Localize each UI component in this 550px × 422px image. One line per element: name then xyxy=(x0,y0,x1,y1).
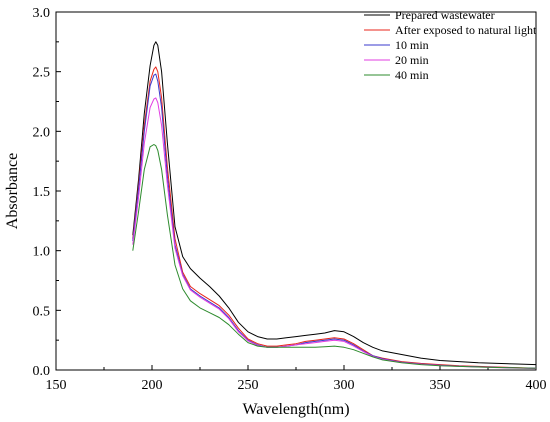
x-axis-ticks: 150 200 250 300 350 400 xyxy=(46,365,547,393)
legend-label: After exposed to natural light xyxy=(395,23,537,37)
x-tick-label: 400 xyxy=(526,378,547,393)
x-tick-label: 300 xyxy=(334,378,355,393)
legend-label: Prepared wastewater xyxy=(395,8,495,22)
y-tick-label: 0.0 xyxy=(33,364,51,379)
y-tick-label: 0.5 xyxy=(33,304,51,319)
series-line-4 xyxy=(132,144,537,369)
y-tick-label: 2.0 xyxy=(33,125,51,140)
y-axis-label: Absorbance xyxy=(4,153,21,229)
y-tick-label: 3.0 xyxy=(33,6,51,21)
y-axis-ticks: 0.0 0.5 1.0 1.5 2.0 2.5 3.0 xyxy=(33,6,61,379)
series-lines xyxy=(132,41,537,370)
y-tick-label: 1.0 xyxy=(33,245,51,260)
series-line-0 xyxy=(132,41,537,366)
legend-label: 10 min xyxy=(395,38,429,52)
y-tick-label: 2.5 xyxy=(33,66,51,81)
legend-label: 20 min xyxy=(395,53,429,67)
series-line-1 xyxy=(132,66,537,369)
plot-frame xyxy=(55,11,537,371)
x-tick-label: 250 xyxy=(238,378,259,393)
x-tick-label: 150 xyxy=(46,378,67,393)
legend-label: 40 min xyxy=(395,68,429,82)
x-axis-label: Wavelength(nm) xyxy=(242,401,349,418)
x-tick-label: 200 xyxy=(142,378,163,393)
y-tick-label: 1.5 xyxy=(33,185,51,200)
x-tick-label: 350 xyxy=(430,378,451,393)
